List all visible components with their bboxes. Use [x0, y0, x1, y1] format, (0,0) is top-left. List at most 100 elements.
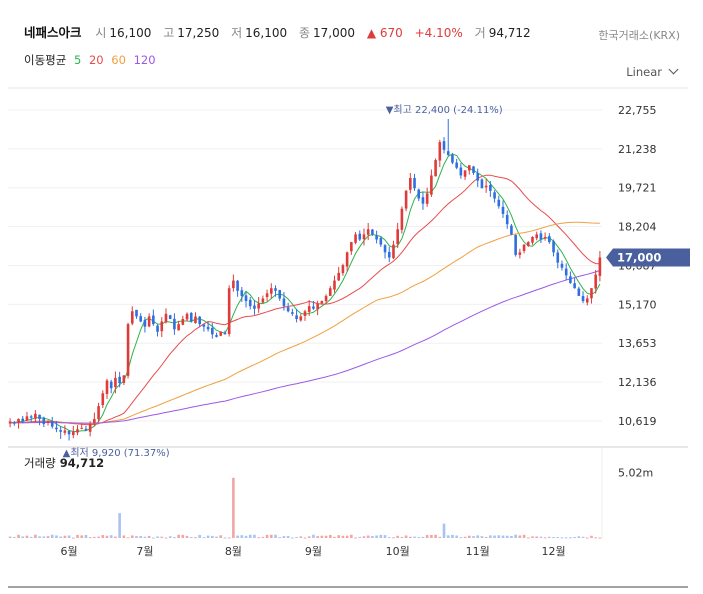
- volume-bar: [236, 535, 239, 538]
- volume-bar: [71, 537, 75, 539]
- candle-body: [50, 421, 54, 427]
- volume-bar: [253, 534, 256, 538]
- volume-bar: [88, 537, 92, 539]
- candle-body: [126, 324, 130, 376]
- volume-bar: [46, 536, 50, 538]
- volume-bar: [240, 535, 244, 538]
- volume-bar: [114, 536, 117, 538]
- volume-bar: [269, 534, 273, 538]
- volume-bar: [526, 537, 530, 539]
- ma-label: 이동평균: [24, 53, 67, 67]
- x-axis-label: 12월: [541, 545, 565, 558]
- volume-bar: [122, 535, 126, 538]
- candle-body: [573, 283, 576, 289]
- candle-body: [164, 313, 168, 323]
- volume-bar: [97, 536, 100, 538]
- candle-body: [84, 428, 88, 431]
- volume-bar: [594, 537, 597, 539]
- candle-body: [152, 315, 155, 325]
- candle-body: [291, 312, 294, 314]
- volume-bar: [409, 536, 412, 538]
- volume-bar: [227, 537, 231, 539]
- candle-body: [88, 424, 92, 432]
- volume-bar: [459, 537, 463, 539]
- volume-bar: [451, 534, 454, 538]
- candle-body: [510, 225, 513, 235]
- annotations: ▼최고 22,400 (-24.11%) ▲최저 9,920 (71.37%) 17…: [63, 104, 690, 459]
- volume-bar: [307, 536, 311, 538]
- candle-body: [139, 316, 143, 322]
- volume-bars: 5.02m: [8, 466, 653, 539]
- candle-body: [552, 241, 555, 253]
- volume-bar: [387, 537, 391, 539]
- volume-bar: [25, 535, 29, 538]
- volume-bar: [219, 535, 223, 538]
- volume-bar: [434, 534, 437, 538]
- volume-bar: [80, 535, 84, 538]
- open-value: 16,100: [109, 26, 152, 40]
- candle-body: [438, 142, 442, 161]
- volume-bar: [299, 536, 303, 538]
- scale-dropdown[interactable]: Linear: [626, 64, 679, 79]
- volume-bar: [552, 537, 555, 539]
- candle-body: [379, 238, 383, 245]
- y-tick-label: 15,170: [618, 298, 657, 311]
- candle-body: [577, 288, 581, 296]
- candle-body: [206, 326, 210, 330]
- candle-body: [135, 309, 138, 317]
- candle-body: [147, 316, 151, 327]
- candle-body: [257, 303, 260, 309]
- moving-average-legend[interactable]: 이동평균 5 20 60 120: [24, 52, 160, 68]
- volume-bar: [590, 535, 593, 538]
- ma-5: 5: [73, 53, 82, 67]
- candle-body: [430, 175, 433, 195]
- candle-body: [109, 381, 113, 389]
- volume-bar: [156, 536, 159, 538]
- candle-body: [307, 306, 311, 312]
- candle-body: [269, 288, 273, 294]
- candlesticks: [8, 119, 602, 441]
- candle-body: [324, 295, 328, 302]
- volume-bar: [480, 536, 484, 538]
- candle-body: [594, 274, 597, 289]
- y-tick-label: 21,238: [618, 143, 657, 156]
- candle-body: [156, 325, 159, 332]
- volume-panel-title: 거래량: [24, 456, 56, 470]
- candle-body: [522, 244, 526, 251]
- stock-name: 네패스아크: [24, 25, 82, 40]
- candle-body: [366, 229, 370, 235]
- volume-bar: [34, 534, 37, 538]
- volume-bar: [139, 536, 143, 538]
- candle-body: [295, 315, 298, 319]
- candle-body: [497, 199, 501, 207]
- candle-body: [434, 160, 437, 177]
- candle-body: [59, 430, 62, 432]
- volume-bar: [371, 536, 374, 538]
- volume-bar: [13, 536, 16, 538]
- close-label: 종: [298, 26, 311, 40]
- volume-bar: [417, 537, 421, 539]
- ma-120: 120: [133, 53, 156, 67]
- candle-body: [168, 315, 172, 319]
- candle-body: [341, 265, 345, 274]
- candle-body: [38, 414, 41, 419]
- volume-bar: [21, 536, 25, 538]
- candle-body: [493, 192, 496, 199]
- volume-bar: [543, 537, 547, 539]
- candle-body: [564, 268, 568, 276]
- volume-bar: [497, 535, 501, 538]
- candle-body: [421, 197, 425, 204]
- close-value: 17,000: [313, 26, 356, 40]
- candle-body: [236, 280, 239, 291]
- x-axis-label: 7월: [136, 545, 153, 558]
- candle-body: [455, 162, 458, 168]
- y-tick-label: 22,755: [618, 104, 657, 117]
- candle-body: [198, 316, 201, 325]
- candle-body: [446, 151, 450, 155]
- candle-body: [463, 170, 467, 177]
- volume-bar: [392, 537, 395, 539]
- volume-bar: [539, 536, 543, 538]
- volume-bar: [472, 536, 475, 538]
- volume-bar: [244, 535, 248, 538]
